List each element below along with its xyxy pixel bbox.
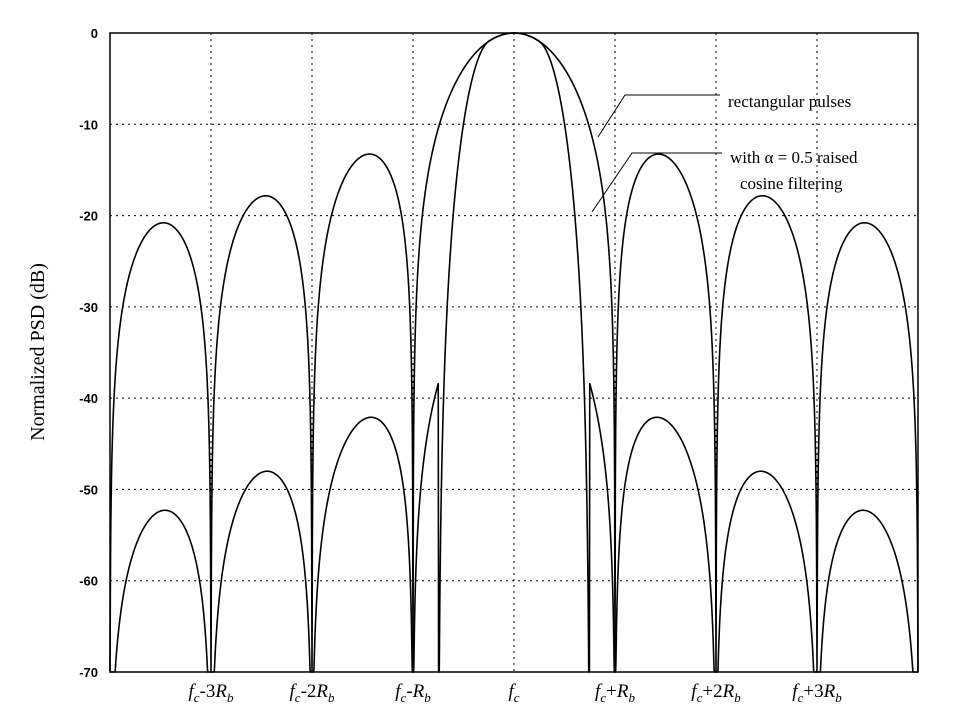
annotation-raised-line1: with α = 0.5 raised xyxy=(730,148,858,167)
x-tick-label: fc xyxy=(508,681,519,705)
y-axis-label: Normalized PSD (dB) xyxy=(27,263,49,441)
y-tick-label: -30 xyxy=(79,300,98,315)
grid xyxy=(110,33,918,672)
y-tick-label: -70 xyxy=(79,665,98,680)
arrow-rectangular xyxy=(597,94,720,138)
y-tick-label: -20 xyxy=(79,209,98,224)
y-tick-label: -50 xyxy=(79,482,98,497)
x-tick-label: fc-2Rb xyxy=(290,681,336,705)
annotation-rect: rectangular pulses xyxy=(597,92,851,138)
y-tick-label: -60 xyxy=(79,574,98,589)
annotation-rectangular: rectangular pulses xyxy=(728,92,851,111)
x-tick-label: fc+Rb xyxy=(595,681,635,705)
arrow-raised-cosine xyxy=(591,152,722,213)
annotation-raised-line2: cosine filtering xyxy=(740,174,843,193)
annotation-raised-cosine: with α = 0.5 raised cosine filtering xyxy=(591,148,858,213)
x-tick-label: fc-Rb xyxy=(395,681,431,705)
y-tick-label: -10 xyxy=(79,117,98,132)
x-tick-label: fc+3Rb xyxy=(792,681,842,705)
plot-frame xyxy=(109,32,919,673)
x-tick-labels: fc-3Rb fc-2Rb fc-Rb fc fc+Rb fc+2Rb fc+3Rb xyxy=(189,681,843,705)
x-tick-label: fc+2Rb xyxy=(691,681,741,705)
y-tick-label: -40 xyxy=(79,391,98,406)
y-tick-label: 0 xyxy=(91,26,98,41)
y-tick-labels: 0 -10 -20 -30 -40 -50 -60 -70 xyxy=(79,26,98,680)
x-tick-label: fc-3Rb xyxy=(189,681,235,705)
